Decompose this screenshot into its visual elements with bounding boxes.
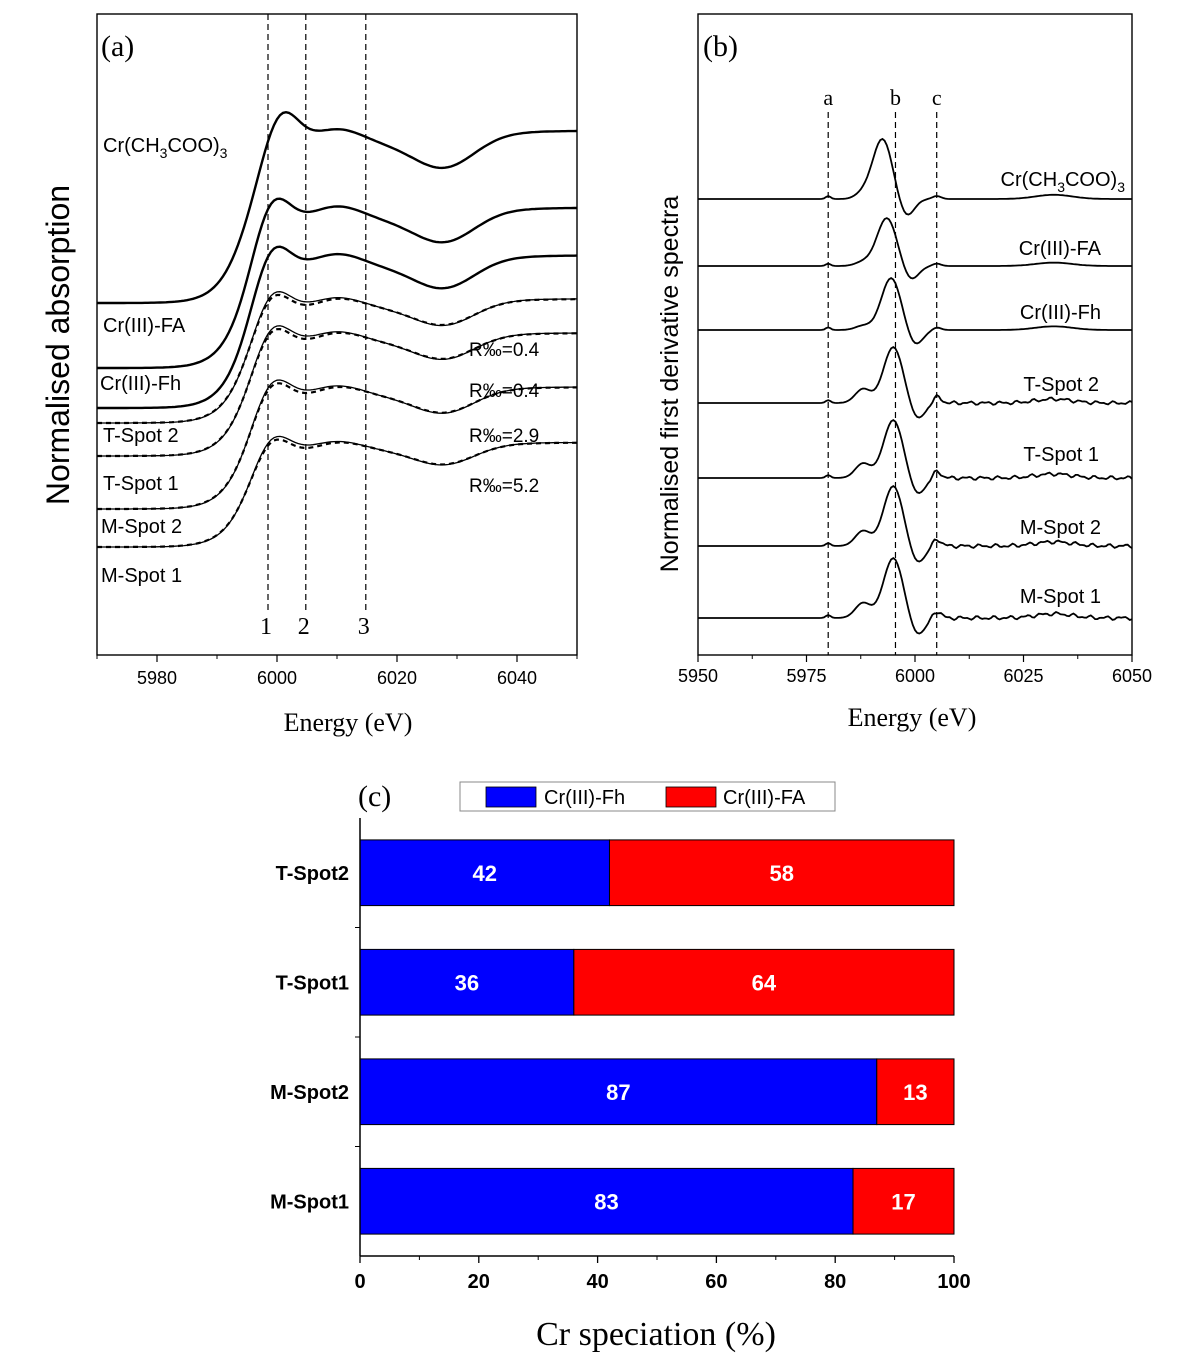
a-label-m-spot2: M-Spot 2 — [101, 516, 182, 538]
a-curve-cr-iii-fa — [97, 197, 577, 370]
panel-a-xlabel: Energy (eV) — [284, 708, 413, 737]
b-xtick-label: 5975 — [786, 666, 826, 686]
panel-c-xlabel: Cr speciation (%) — [536, 1316, 776, 1353]
legend-swatch-fa — [665, 786, 717, 808]
panel-b-derivative-spectra: (b) Normalised first derivative spectra … — [656, 13, 1152, 732]
b-label-m-spot2: M-Spot 2 — [1020, 517, 1101, 539]
bar-value-label: 64 — [752, 970, 777, 995]
panel-a-curves — [97, 110, 578, 549]
panel-b-x-axis: 5950 5975 6000 6025 6050 — [678, 655, 1152, 686]
c-xtick-label: 100 — [937, 1271, 970, 1293]
a-label-t-spot2: T-Spot 2 — [103, 425, 179, 447]
a-marker-label-1: 1 — [260, 614, 272, 640]
b-label-m-spot1: M-Spot 1 — [1020, 586, 1101, 608]
panel-b-ylabel: Normalised first derivative spectra — [656, 196, 684, 573]
legend-swatch-fh — [485, 786, 537, 808]
panel-a-absorption-spectra: (a) Normalised absorption Energy (eV) 59… — [40, 13, 578, 737]
category-label: M-Spot2 — [270, 1082, 349, 1104]
a-curve-cr-iii-fh — [97, 245, 578, 410]
a-fit-t-spot-2 — [97, 293, 577, 425]
a-xtick-label: 6040 — [497, 668, 537, 688]
b-curve-m-spot-1 — [698, 557, 1133, 635]
b-curve-cr-ch3coo-3 — [698, 137, 1132, 216]
panel-b-curves — [698, 137, 1133, 635]
panel-b-markers: a b c — [823, 85, 942, 655]
panel-c-speciation-bars: (c) Cr(III)-Fh Cr(III)-FA 42 58 36 64 87 13 83… — [270, 780, 971, 1353]
panel-a-label: (a) — [101, 30, 134, 63]
b-marker-label-b: b — [890, 85, 901, 110]
b-xtick-label: 6025 — [1003, 666, 1043, 686]
a-label-cr-fa: Cr(III)-FA — [103, 315, 186, 337]
b-curve-t-spot-1 — [698, 419, 1133, 494]
panel-c-axes: T-Spot2 T-Spot1 M-Spot2 M-Spot1 0 20 40 60 80 100 — [270, 818, 971, 1293]
b-curve-t-spot-2 — [698, 346, 1133, 419]
panel-a-ylabel: Normalised absorption — [40, 185, 76, 505]
c-xtick-label: 40 — [586, 1271, 608, 1293]
b-curve-cr-iii-fa — [698, 217, 1132, 280]
c-xtick-label: 0 — [354, 1271, 365, 1293]
b-label-cr-fa: Cr(III)-FA — [1019, 238, 1102, 260]
bar-m-spot2-cr-iii-fh — [359, 1058, 878, 1126]
b-xtick-label: 6000 — [895, 666, 935, 686]
a-r-factor-m-spot2: R‰=2.9 — [469, 426, 539, 447]
c-xtick-label: 20 — [468, 1271, 490, 1293]
a-label-cr-acetate: Cr(CH3COO)3 — [103, 135, 228, 161]
panel-b-xlabel: Energy (eV) — [848, 703, 977, 732]
c-xtick-label: 60 — [705, 1271, 727, 1293]
a-marker-label-2: 2 — [298, 614, 310, 640]
b-label-cr-fh: Cr(III)-Fh — [1020, 302, 1101, 324]
bar-t-spot1-cr-iii-fa — [573, 948, 955, 1016]
bar-t-spot2-cr-iii-fh — [359, 839, 610, 907]
category-label: T-Spot2 — [276, 863, 349, 885]
legend-label-fh: Cr(III)-Fh — [544, 787, 625, 809]
a-r-factor-t-spot1: R‰=0.4 — [469, 381, 540, 402]
a-xtick-label: 5980 — [137, 668, 177, 688]
b-xtick-label: 5950 — [678, 666, 718, 686]
a-fit-m-spot-2 — [97, 382, 577, 511]
legend-label-fa: Cr(III)-FA — [723, 787, 806, 809]
bar-t-spot2-cr-iii-fa — [608, 839, 955, 907]
panel-b-series-labels: Cr(CH3COO)3 Cr(III)-FA Cr(III)-Fh T-Spot… — [1001, 169, 1126, 608]
bar-value-label: 17 — [891, 1189, 915, 1214]
category-label: T-Spot1 — [276, 972, 349, 994]
a-label-m-spot1: M-Spot 1 — [101, 565, 182, 587]
a-xtick-label: 6020 — [377, 668, 417, 688]
bar-value-label: 42 — [472, 861, 496, 886]
a-label-cr-fh: Cr(III)-Fh — [100, 373, 181, 395]
panel-a-x-axis: 5980 6000 6020 6040 — [96, 655, 578, 688]
b-label-cr-acetate: Cr(CH3COO)3 — [1001, 169, 1126, 195]
panel-c-bars: 42 58 36 64 87 13 83 17 — [359, 839, 955, 1235]
bar-m-spot1-cr-iii-fa — [852, 1167, 955, 1235]
category-label: M-Spot1 — [270, 1191, 349, 1213]
a-label-t-spot1: T-Spot 1 — [103, 473, 179, 495]
bar-m-spot2-cr-iii-fa — [876, 1058, 955, 1126]
bar-value-label: 87 — [606, 1080, 630, 1105]
b-curve-m-spot-2 — [698, 485, 1133, 563]
panel-a-series-labels: Cr(CH3COO)3 Cr(III)-FA Cr(III)-Fh T-Spot… — [100, 135, 540, 587]
c-xtick-label: 80 — [824, 1271, 846, 1293]
a-r-factor-m-spot1: R‰=5.2 — [469, 476, 539, 497]
b-marker-label-a: a — [823, 85, 833, 110]
b-xtick-label: 6050 — [1112, 666, 1152, 686]
bar-value-label: 83 — [594, 1189, 618, 1214]
panel-b-label: (b) — [703, 30, 738, 63]
a-xtick-label: 6000 — [257, 668, 297, 688]
a-fit-t-spot-1 — [97, 327, 577, 458]
b-curve-cr-iii-fh — [698, 277, 1132, 345]
a-marker-label-3: 3 — [358, 614, 370, 640]
a-fit-m-spot-1 — [97, 438, 577, 549]
a-curve-cr-ch3coo-3 — [97, 110, 578, 305]
bar-value-label: 36 — [455, 970, 479, 995]
panel-c-label: (c) — [358, 780, 391, 813]
bar-value-label: 13 — [903, 1080, 927, 1105]
b-label-t-spot2: T-Spot 2 — [1023, 374, 1099, 396]
b-label-t-spot1: T-Spot 1 — [1023, 444, 1099, 466]
b-marker-label-c: c — [932, 85, 942, 110]
bar-value-label: 58 — [769, 861, 793, 886]
a-r-factor-t-spot2: R‰=0.4 — [469, 340, 540, 361]
